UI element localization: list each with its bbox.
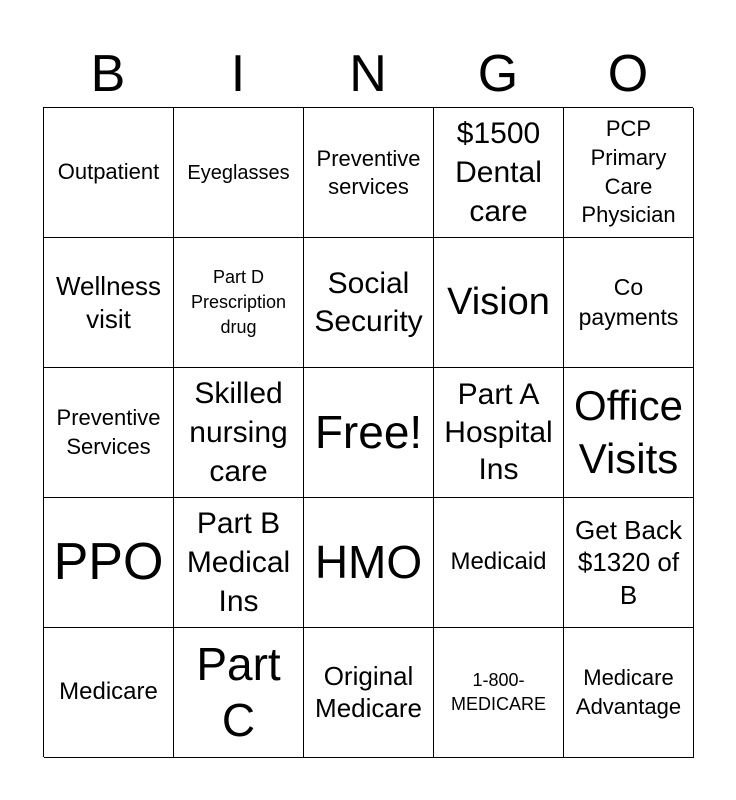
bingo-cell[interactable]: $1500 Dental care (434, 108, 564, 238)
header-letter-b: B (90, 45, 126, 103)
header-letter-n: N (349, 45, 387, 103)
bingo-cell[interactable]: Part B Medical Ins (174, 498, 304, 628)
bingo-cell[interactable]: Original Medicare (304, 628, 434, 758)
header-letter-g: G (477, 45, 519, 103)
bingo-cell[interactable]: Preventive services (304, 108, 434, 238)
bingo-cell[interactable]: Outpatient (44, 108, 174, 238)
bingo-cell[interactable]: PPO (44, 498, 174, 628)
bingo-cell[interactable]: Wellness visit (44, 238, 174, 368)
bingo-cell[interactable]: Co payments (564, 238, 694, 368)
bingo-cell[interactable]: Medicare (44, 628, 174, 758)
bingo-cell[interactable]: Get Back $1320 of B (564, 498, 694, 628)
bingo-cell[interactable]: Social Security (304, 238, 434, 368)
bingo-cell[interactable]: HMO (304, 498, 434, 628)
bingo-cell[interactable]: PCP Primary Care Physician (564, 108, 694, 238)
bingo-cell[interactable]: Vision (434, 238, 564, 368)
bingo-cell[interactable]: Medicare Advantage (564, 628, 694, 758)
bingo-cell[interactable]: Eyeglasses (174, 108, 304, 238)
header-letter-i: I (230, 45, 246, 103)
bingo-header: B I N G O (43, 42, 693, 106)
bingo-cell[interactable]: Skilled nursing care (174, 368, 304, 498)
bingo-cell[interactable]: Preventive Services (44, 368, 174, 498)
bingo-cell[interactable]: Part A Hospital Ins (434, 368, 564, 498)
free-space-cell[interactable]: Free! (304, 368, 434, 498)
header-letter-o: O (607, 45, 649, 103)
bingo-cell[interactable]: Medicaid (434, 498, 564, 628)
bingo-cell[interactable]: Part C (174, 628, 304, 758)
bingo-cell[interactable]: 1-800- MEDICARE (434, 628, 564, 758)
bingo-grid: Outpatient Eyeglasses Preventive service… (43, 107, 694, 758)
bingo-cell[interactable]: Part D Prescription drug (174, 238, 304, 368)
bingo-cell[interactable]: Office Visits (564, 368, 694, 498)
